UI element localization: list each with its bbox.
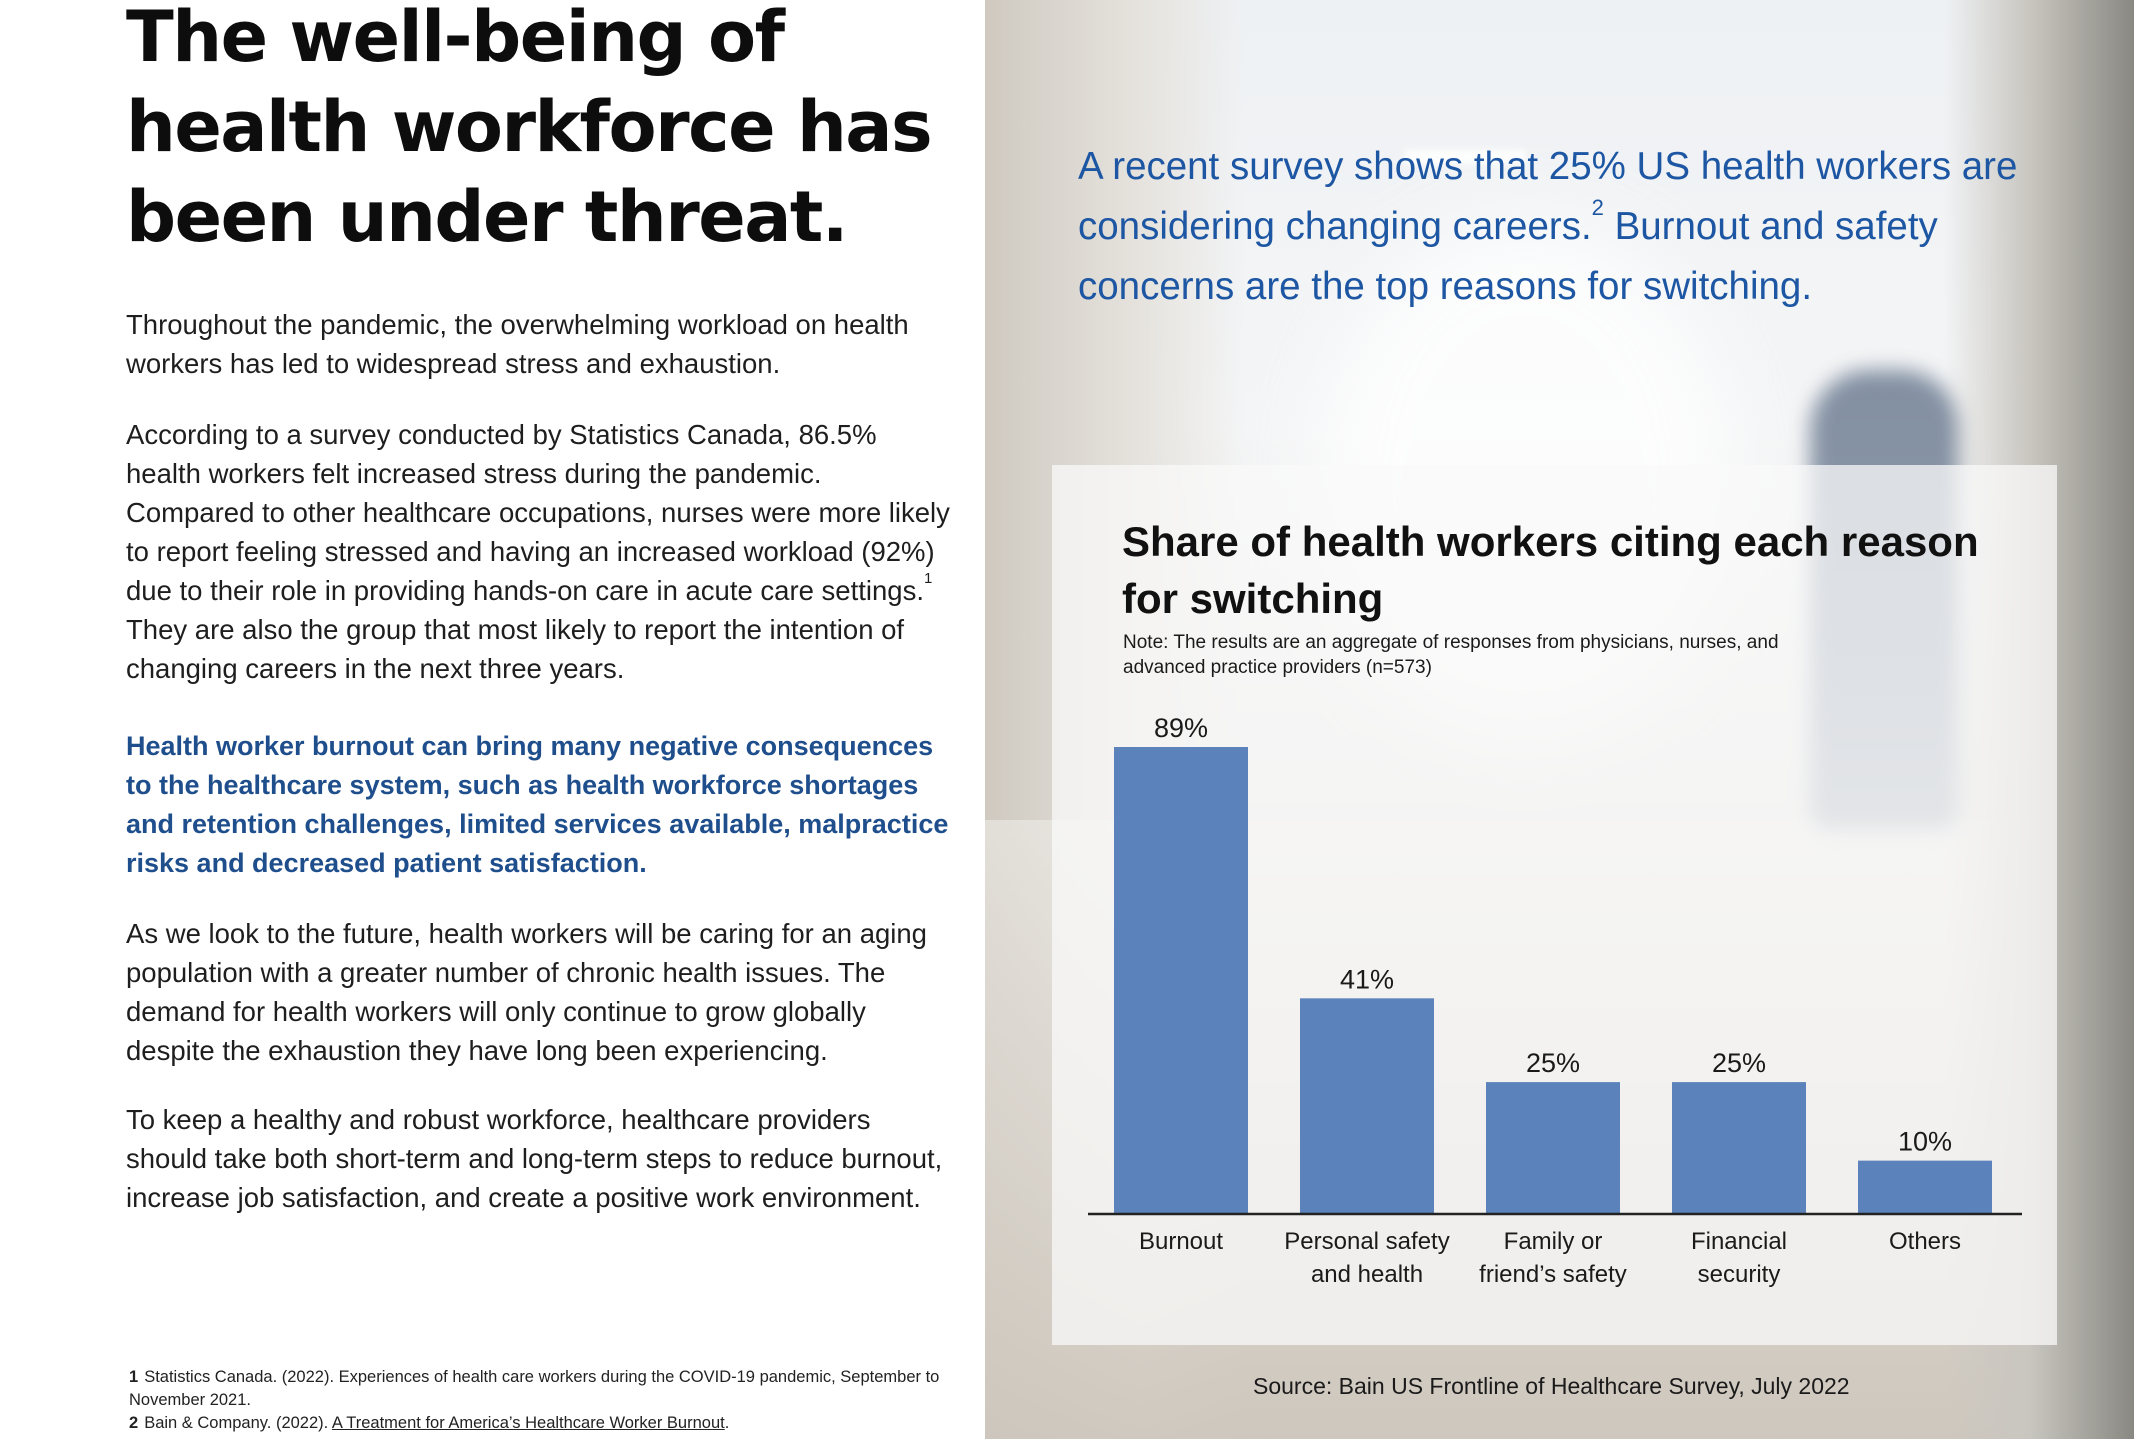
category-label-1: Personal safety and health xyxy=(1284,1228,1449,1288)
statistics-paragraph-text: According to a survey conducted by Stati… xyxy=(126,419,950,606)
category-label-3: Financial security xyxy=(1691,1228,1787,1288)
footnote-number: 2 xyxy=(129,1414,139,1432)
survey-callout-text: A recent survey shows that 25% US health… xyxy=(1078,145,2018,248)
bar-value-label-2: 25% xyxy=(1526,1048,1580,1078)
footnote-link[interactable]: A Treatment for America’s Healthcare Wor… xyxy=(331,1414,725,1432)
bar-2 xyxy=(1486,1082,1620,1213)
bar-3 xyxy=(1672,1082,1806,1213)
category-label-0: Burnout xyxy=(1139,1228,1223,1255)
bar-0 xyxy=(1114,747,1248,1213)
survey-callout: A recent survey shows that 25% US health… xyxy=(1078,137,2038,317)
intro-paragraph: Throughout the pandemic, the overwhelmin… xyxy=(126,309,909,379)
footnote-2: 2 Bain & Company. (2022). A Treatment for… xyxy=(129,1412,969,1435)
chart-card: Share of health workers citing each reas… xyxy=(1052,465,2057,1345)
left-column: The well-being of health workforce has b… xyxy=(0,0,985,1439)
recommendation-paragraph: To keep a healthy and robust workforce, … xyxy=(126,1104,943,1213)
bar-1 xyxy=(1300,998,1434,1213)
photo-ceiling-light xyxy=(1455,280,1535,290)
bar-value-label-0: 89% xyxy=(1154,713,1208,743)
footnote-text: Statistics Canada. (2022). Experiences o… xyxy=(129,1368,940,1409)
statistics-paragraph-text-2: They are also the group that most likely… xyxy=(126,614,905,684)
footnote-ref-2: 2 xyxy=(1591,195,1604,220)
chart-title: Share of health workers citing each reas… xyxy=(1122,518,1979,622)
category-label-4: Others xyxy=(1889,1228,1961,1255)
photo-ceiling-light xyxy=(1405,150,1525,164)
future-paragraph: As we look to the future, health workers… xyxy=(126,918,927,1066)
survey-callout-text-2: Burnout and safety concerns are the top … xyxy=(1078,205,1938,308)
highlight-paragraph: Health worker burnout can bring many neg… xyxy=(126,731,949,878)
bar-value-label-4: 10% xyxy=(1898,1127,1952,1157)
statistics-paragraph: According to a survey conducted by Stati… xyxy=(126,415,956,688)
source-citation: Source: Bain US Frontline of Healthcare … xyxy=(1253,1373,1850,1399)
bar-value-label-3: 25% xyxy=(1712,1048,1766,1078)
category-label-2: Family or friend’s safety xyxy=(1479,1228,1627,1288)
bar-chart: 89% Burnout 41% Personal safety and health 25… xyxy=(1088,713,2022,1288)
chart-note: Note: The results are an aggregate of re… xyxy=(1123,632,1779,678)
page-title: The well-being of health workforce has b… xyxy=(126,0,933,258)
footnote-text: Bain & Company. (2022). xyxy=(144,1414,332,1432)
footnote-1: 1 Statistics Canada. (2022). Experiences … xyxy=(129,1366,969,1412)
bar-4 xyxy=(1858,1160,1992,1213)
footnote-number: 1 xyxy=(129,1368,139,1386)
bar-value-label-1: 41% xyxy=(1340,964,1394,994)
footnote-ref-1: 1 xyxy=(923,570,933,587)
footnotes: 1 Statistics Canada. (2022). Experiences … xyxy=(129,1366,969,1435)
footnote-text-end: . xyxy=(724,1414,730,1432)
